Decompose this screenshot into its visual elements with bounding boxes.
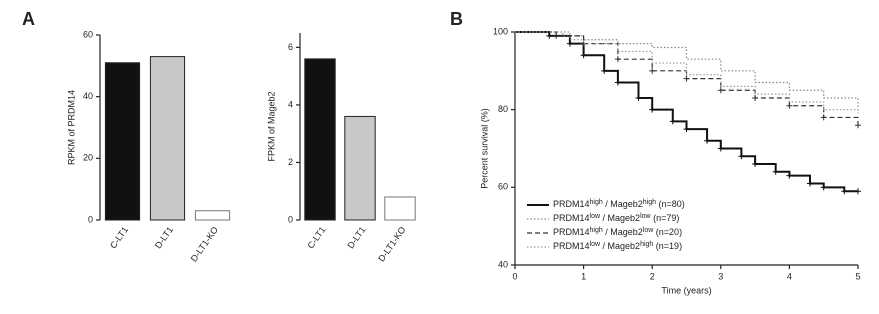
censor-mark (786, 102, 793, 109)
censor-mark (669, 118, 676, 125)
x-tick-label: 4 (787, 271, 792, 281)
legend-text: PRDM14 (553, 241, 590, 251)
bar (304, 58, 336, 221)
legend-text: high (590, 227, 603, 234)
censor-mark (855, 122, 861, 129)
censor-mark (717, 87, 724, 94)
survival-curve (515, 31, 858, 193)
legend-text: / Mageb2 (603, 227, 643, 237)
censor-mark (601, 67, 608, 74)
bar (384, 196, 416, 221)
x-tick-label: D-LT1-KO (189, 225, 220, 264)
legend-text: low (643, 227, 654, 234)
y-tick-label: 80 (498, 104, 508, 114)
y-tick-label: 60 (83, 29, 93, 39)
bar (344, 115, 376, 221)
y-tick-label: 40 (498, 259, 508, 269)
y-tick-label: 60 (498, 182, 508, 192)
legend-text: high (643, 199, 656, 206)
legend-label: PRDM14low / Mageb2high (n=19) (553, 241, 682, 252)
censor-mark (649, 67, 656, 74)
y-axis-label: Percent survival (%) (479, 108, 489, 189)
y-tick-label: 40 (83, 91, 93, 101)
x-axis-label: Time (years) (661, 285, 711, 295)
censor-mark (546, 32, 553, 39)
censor-mark (580, 52, 587, 59)
x-tick-label: D-LT1 (153, 225, 175, 251)
x-tick-label: 3 (718, 271, 723, 281)
legend-text: / Mageb2 (600, 241, 640, 251)
legend-text: (n=79) (651, 213, 680, 223)
censor-mark (820, 184, 827, 191)
x-tick-label: D-LT1-KO (376, 225, 407, 264)
y-tick-label: 2 (288, 157, 293, 167)
survival-curve (515, 31, 859, 114)
legend-text: / Mageb2 (603, 199, 643, 209)
x-tick-label: 1 (581, 271, 586, 281)
legend-text: / Mageb2 (600, 213, 640, 223)
censor-mark (752, 95, 759, 102)
legend-text: PRDM14 (553, 227, 590, 237)
legend-text: PRDM14 (553, 213, 590, 223)
censor-mark (683, 126, 690, 133)
censor-mark (553, 32, 560, 39)
censor-mark (614, 56, 621, 63)
x-tick-label: 5 (855, 271, 860, 281)
censor-mark (717, 145, 724, 152)
legend-text: (n=20) (653, 227, 682, 237)
censor-mark (738, 153, 745, 160)
censor-mark (614, 79, 621, 86)
legend-text: high (590, 199, 603, 206)
y-axis-label: RPKM of PRDM14 (66, 90, 76, 165)
legend-text: low (590, 241, 601, 248)
panel-label: B (450, 9, 463, 29)
legend-text: low (640, 213, 651, 220)
censor-mark (649, 106, 656, 113)
censor-mark (855, 188, 861, 195)
censor-mark (786, 172, 793, 179)
y-tick-label: 6 (288, 42, 293, 52)
x-tick-label: 0 (512, 271, 517, 281)
legend-label: PRDM14high / Mageb2low (n=20) (553, 227, 682, 238)
censor-mark (820, 114, 827, 121)
legend-text: PRDM14 (553, 199, 590, 209)
x-tick-label: C-LT1 (305, 225, 327, 251)
y-axis-label: FPKM of Mageb2 (266, 91, 276, 161)
bar (104, 62, 141, 221)
y-tick-label: 0 (288, 214, 293, 224)
y-tick-label: 0 (88, 214, 93, 224)
legend-text: (n=19) (653, 241, 682, 251)
x-tick-label: D-LT1 (345, 225, 367, 251)
bar (149, 56, 186, 221)
y-tick-label: 4 (288, 99, 293, 109)
y-tick-label: 20 (83, 153, 93, 163)
censor-mark (683, 75, 690, 82)
legend-text: high (640, 241, 653, 248)
censor-mark (806, 180, 813, 187)
panel-label: A (22, 9, 35, 29)
x-tick-label: 2 (650, 271, 655, 281)
legend-text: low (590, 213, 601, 220)
censor-mark (566, 40, 573, 47)
x-tick-label: C-LT1 (108, 225, 130, 251)
legend-label: PRDM14low / Mageb2low (n=79) (553, 213, 679, 224)
censor-mark (772, 168, 779, 175)
bar (194, 210, 231, 221)
censor-mark (635, 95, 642, 102)
y-tick-label: 100 (493, 26, 508, 36)
legend-label: PRDM14high / Mageb2high (n=80) (553, 199, 685, 210)
censor-mark (704, 137, 711, 144)
censor-mark (841, 188, 848, 195)
legend-text: (n=80) (656, 199, 685, 209)
censor-mark (752, 161, 759, 168)
